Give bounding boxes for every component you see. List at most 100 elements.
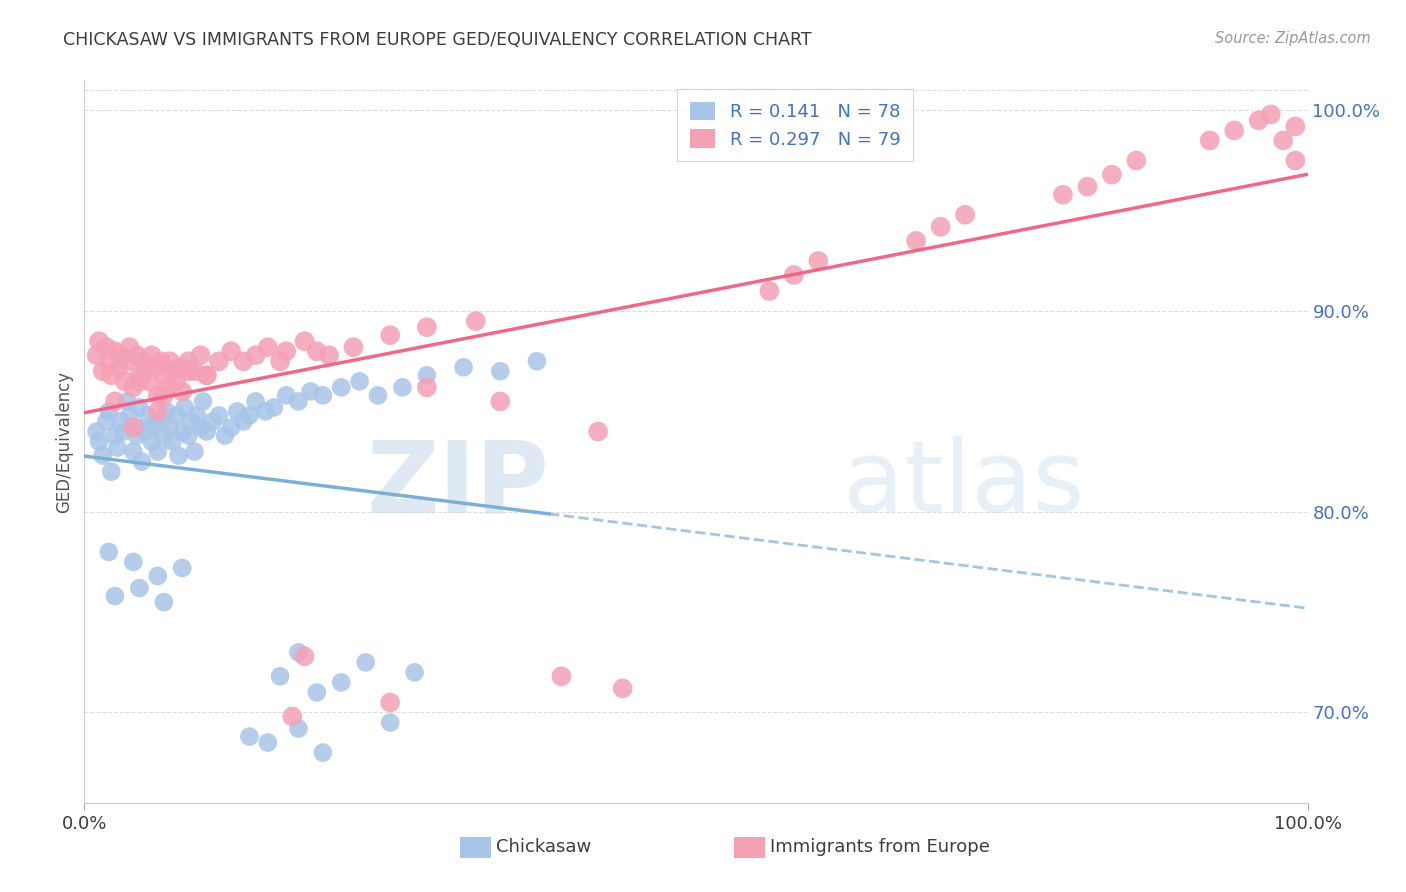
Point xyxy=(281,709,304,723)
Point xyxy=(100,368,122,383)
Point xyxy=(146,569,169,583)
Point xyxy=(86,348,108,362)
Point xyxy=(115,394,138,409)
Point xyxy=(342,340,364,354)
Point xyxy=(416,320,439,334)
Point xyxy=(232,414,254,429)
Point xyxy=(245,348,267,362)
Point xyxy=(132,354,155,368)
Point xyxy=(159,420,181,434)
Point xyxy=(195,368,218,383)
Point xyxy=(146,388,169,402)
Point xyxy=(128,581,150,595)
Point xyxy=(115,354,138,368)
Point xyxy=(783,268,806,282)
Point xyxy=(1272,133,1295,147)
Point xyxy=(135,425,157,439)
Point xyxy=(238,730,260,744)
Point xyxy=(190,348,212,362)
Point xyxy=(354,655,377,669)
Point xyxy=(191,394,214,409)
Point xyxy=(165,409,187,423)
Point xyxy=(453,360,475,375)
Point xyxy=(380,328,402,343)
Point xyxy=(299,384,322,399)
Point xyxy=(312,746,335,760)
Point xyxy=(104,428,127,442)
Point xyxy=(125,420,148,434)
Point xyxy=(100,465,122,479)
Point xyxy=(153,595,176,609)
Point xyxy=(104,589,127,603)
Legend: R = 0.141   N = 78, R = 0.297   N = 79: R = 0.141 N = 78, R = 0.297 N = 79 xyxy=(678,89,914,161)
Point xyxy=(1247,113,1270,128)
Point xyxy=(97,354,120,368)
Point xyxy=(110,414,132,429)
Point xyxy=(118,409,141,423)
Point xyxy=(276,388,298,402)
Point xyxy=(146,404,169,418)
Point xyxy=(953,208,976,222)
Point xyxy=(464,314,486,328)
Point xyxy=(143,418,166,433)
Point xyxy=(150,354,173,368)
Text: atlas: atlas xyxy=(842,436,1084,533)
Point xyxy=(1076,179,1098,194)
Point xyxy=(141,348,163,362)
Point xyxy=(929,219,952,234)
Point xyxy=(177,354,200,368)
Point xyxy=(110,348,132,362)
Point xyxy=(114,374,136,388)
Point xyxy=(135,364,157,378)
Point xyxy=(905,234,928,248)
Point xyxy=(276,344,298,359)
Point xyxy=(294,649,316,664)
Text: Source: ZipAtlas.com: Source: ZipAtlas.com xyxy=(1215,31,1371,46)
Point xyxy=(1101,168,1123,182)
Point xyxy=(263,401,285,415)
Point xyxy=(91,364,114,378)
Point xyxy=(138,374,160,388)
Text: ZIP: ZIP xyxy=(367,436,550,533)
Point xyxy=(128,401,150,415)
Point xyxy=(318,348,340,362)
Point xyxy=(128,374,150,388)
Point xyxy=(287,645,309,659)
Point xyxy=(404,665,426,680)
Point xyxy=(141,434,163,449)
Point xyxy=(104,344,127,359)
Point xyxy=(226,404,249,418)
Point xyxy=(183,444,205,458)
Point xyxy=(219,344,242,359)
Point xyxy=(186,409,208,423)
Point xyxy=(201,414,224,429)
Point xyxy=(153,388,176,402)
Point xyxy=(177,428,200,442)
Point xyxy=(367,388,389,402)
Point xyxy=(172,425,194,439)
Point xyxy=(153,428,176,442)
Point xyxy=(96,340,118,354)
Point xyxy=(86,425,108,439)
Point xyxy=(586,425,609,439)
Point xyxy=(97,545,120,559)
Point xyxy=(122,444,145,458)
Point xyxy=(172,384,194,399)
Point xyxy=(122,555,145,569)
Point xyxy=(312,388,335,402)
Point xyxy=(1198,133,1220,147)
Point xyxy=(163,364,186,378)
Point xyxy=(173,401,195,415)
Point xyxy=(1260,107,1282,121)
Point xyxy=(125,428,148,442)
Point xyxy=(550,669,572,683)
Point xyxy=(305,344,328,359)
Point xyxy=(349,374,371,388)
Point xyxy=(112,425,135,439)
Point xyxy=(195,425,218,439)
Point xyxy=(165,374,187,388)
Point xyxy=(105,441,128,455)
Point xyxy=(1052,187,1074,202)
Point xyxy=(238,409,260,423)
Point xyxy=(146,444,169,458)
